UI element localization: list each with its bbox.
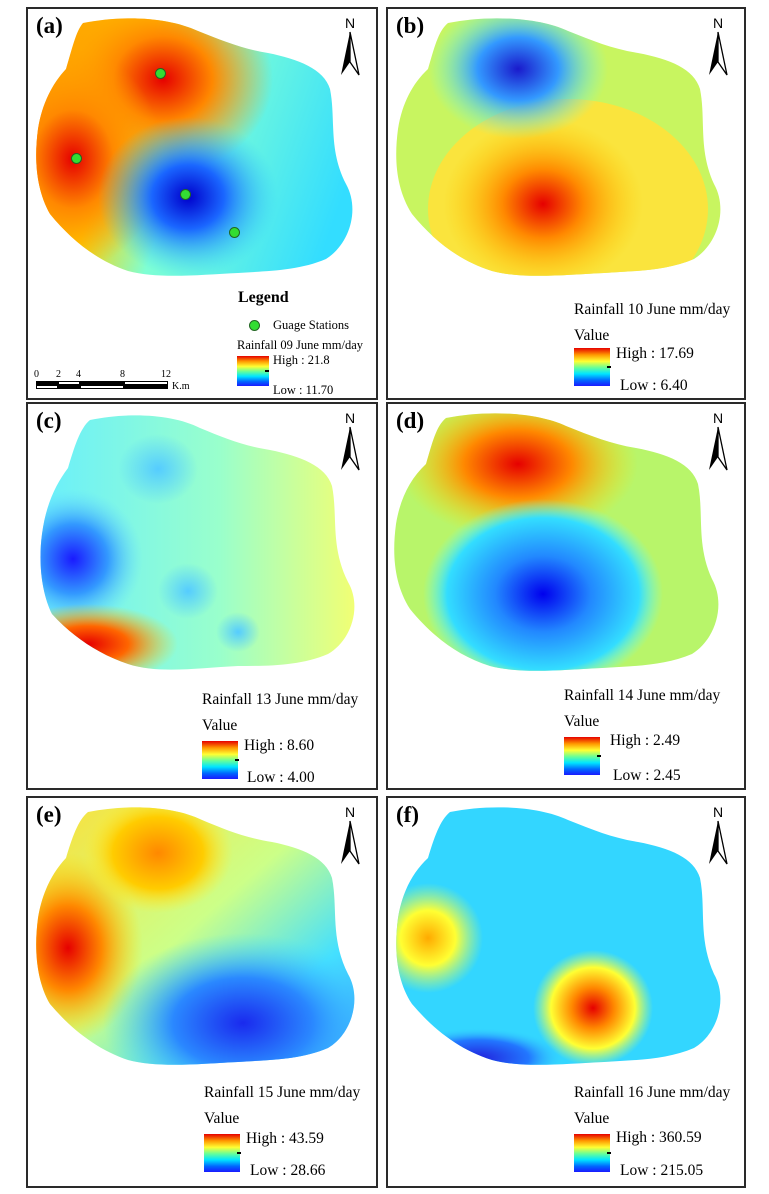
panel-label: (c) bbox=[36, 408, 62, 433]
rainfall-map-d bbox=[394, 413, 719, 671]
panel-label: (f) bbox=[396, 802, 419, 827]
north-arrow-icon: N bbox=[709, 804, 728, 865]
panel-label: (e) bbox=[36, 802, 62, 827]
legend-high: High : 43.59 bbox=[246, 1130, 324, 1147]
scale-tick-label: 0 bbox=[34, 369, 39, 380]
map-panel-b: (b) N Rainfall 10 June mm/day Value High… bbox=[386, 7, 746, 400]
panel-label: (b) bbox=[396, 13, 425, 38]
north-label: N bbox=[345, 410, 355, 426]
north-arrow-icon: N bbox=[341, 15, 360, 76]
color-ramp bbox=[574, 1134, 610, 1172]
rainfall-title: Rainfall 16 June mm/day bbox=[574, 1084, 731, 1101]
legend-low: Low : 215.05 bbox=[620, 1162, 704, 1179]
north-arrow-icon: N bbox=[341, 410, 360, 471]
legend-low: Low : 6.40 bbox=[620, 377, 688, 394]
scale-unit: K.m bbox=[172, 381, 190, 392]
color-ramp bbox=[574, 348, 610, 386]
value-label: Value bbox=[204, 1110, 240, 1127]
legend-low: Low : 4.00 bbox=[247, 769, 315, 786]
color-ramp bbox=[564, 737, 600, 775]
north-label: N bbox=[713, 410, 723, 426]
scale-tick-label: 2 bbox=[56, 369, 61, 380]
legend-gauge-label: Guage Stations bbox=[273, 318, 350, 332]
ramp-tick bbox=[597, 755, 601, 757]
gauge-station bbox=[155, 68, 166, 79]
scale-tick-label: 12 bbox=[161, 369, 171, 380]
scale-tick-label: 4 bbox=[76, 369, 81, 380]
panel-label: (a) bbox=[36, 13, 63, 38]
scale-tick-label: 8 bbox=[120, 369, 125, 380]
ramp-tick bbox=[237, 1152, 241, 1154]
rainfall-title: Rainfall 09 June mm/day bbox=[237, 338, 364, 352]
panel-label: (d) bbox=[396, 408, 425, 433]
value-label: Value bbox=[574, 1110, 610, 1127]
legend-high: High : 2.49 bbox=[610, 732, 681, 749]
map-panel-a: (a) N Legend Guage Stations Rainfall 09 … bbox=[26, 7, 378, 400]
ramp-tick bbox=[235, 759, 239, 761]
north-label: N bbox=[345, 804, 355, 820]
rainfall-title: Rainfall 14 June mm/day bbox=[564, 687, 721, 704]
legend-high: High : 8.60 bbox=[244, 737, 315, 754]
legend-gauge-icon bbox=[249, 320, 260, 331]
legend-title: Legend bbox=[238, 289, 289, 306]
rainfall-title: Rainfall 15 June mm/day bbox=[204, 1084, 361, 1101]
north-label: N bbox=[345, 15, 355, 31]
map-panel-f: (f) N Rainfall 16 June mm/day Value High… bbox=[386, 796, 746, 1188]
rainfall-title: Rainfall 13 June mm/day bbox=[202, 691, 359, 708]
color-ramp bbox=[202, 741, 238, 779]
rainfall-map-f bbox=[396, 807, 721, 1065]
rainfall-map-c bbox=[40, 415, 355, 670]
legend-high: High : 360.59 bbox=[616, 1129, 702, 1146]
rainfall-map-b bbox=[396, 18, 721, 276]
rainfall-map-a bbox=[36, 18, 353, 276]
legend-low: Low : 11.70 bbox=[273, 383, 334, 397]
north-label: N bbox=[713, 804, 723, 820]
north-label: N bbox=[713, 15, 723, 31]
rainfall-map-e bbox=[36, 807, 355, 1065]
north-arrow-icon: N bbox=[709, 410, 728, 471]
value-label: Value bbox=[564, 713, 600, 730]
ramp-tick bbox=[607, 366, 611, 368]
ramp-tick bbox=[265, 370, 269, 372]
color-ramp bbox=[204, 1134, 240, 1172]
map-panel-d: (d) N Rainfall 14 June mm/day Value High… bbox=[386, 402, 746, 790]
map-panel-e: (e) N Rainfall 15 June mm/day Value High… bbox=[26, 796, 378, 1188]
value-label: Value bbox=[574, 327, 610, 344]
legend-low: Low : 28.66 bbox=[250, 1162, 326, 1179]
value-label: Value bbox=[202, 717, 238, 734]
legend-low: Low : 2.45 bbox=[613, 767, 681, 784]
north-arrow-icon: N bbox=[709, 15, 728, 76]
legend-high: High : 21.8 bbox=[273, 353, 330, 367]
north-arrow-icon: N bbox=[341, 804, 360, 865]
rainfall-title: Rainfall 10 June mm/day bbox=[574, 301, 731, 318]
gauge-station bbox=[229, 227, 240, 238]
color-ramp bbox=[237, 356, 269, 386]
ramp-tick bbox=[607, 1152, 611, 1154]
gauge-station bbox=[180, 189, 191, 200]
scale-bar: 0 2 4 8 12 K.m bbox=[34, 369, 210, 399]
gauge-station bbox=[71, 153, 82, 164]
map-panel-c: (c) N Rainfall 13 June mm/day Value High… bbox=[26, 402, 378, 790]
legend-high: High : 17.69 bbox=[616, 345, 694, 362]
